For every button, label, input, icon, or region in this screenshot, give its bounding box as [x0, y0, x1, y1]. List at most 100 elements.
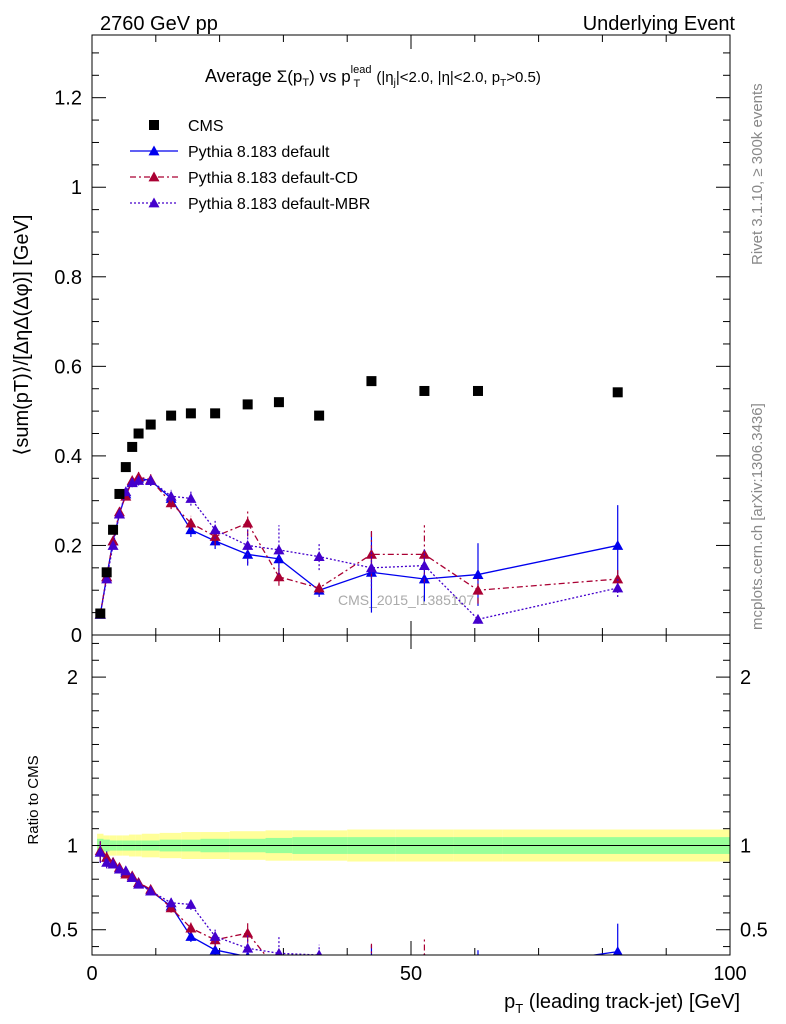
ratio-point [274, 947, 283, 955]
cms-point [145, 419, 156, 430]
ratio-point [126, 872, 138, 882]
data-point [472, 569, 484, 579]
ratio-point [101, 851, 113, 862]
x-tick-label: 0 [86, 963, 97, 985]
ratio-point [472, 978, 483, 988]
title-sub-j: j [393, 78, 396, 89]
cms-point [612, 387, 623, 398]
ratio-point [94, 846, 106, 857]
legend-marker [148, 171, 160, 182]
legend-marker [148, 197, 160, 208]
ratio-tick-label-right: 1 [740, 836, 751, 858]
ratio-point [209, 944, 221, 955]
ratio-point [423, 952, 426, 955]
legend-label: Pythia 8.183 default [188, 144, 330, 161]
x-label-sub: T [515, 1001, 523, 1016]
data-point [365, 562, 377, 573]
data-point [612, 539, 624, 550]
cms-point [101, 567, 112, 578]
ratio-point [316, 949, 323, 955]
data-point [185, 492, 197, 503]
ratio-point [101, 856, 113, 867]
ratio-y-axis-label: Ratio to CMS [25, 755, 42, 844]
data-point [273, 571, 285, 582]
title-cut1: (|η [372, 69, 393, 86]
y-tick-label: 0.6 [54, 356, 82, 378]
ratio-point [242, 942, 254, 953]
data-point [185, 517, 197, 528]
data-point [165, 490, 177, 501]
ratio-point [145, 885, 157, 896]
ratio-point [120, 865, 132, 876]
ratio-point [133, 878, 145, 889]
cms-point [120, 462, 131, 473]
ratio-point [185, 898, 197, 909]
data-point [313, 551, 325, 562]
cms-point [242, 399, 253, 410]
legend-marker [148, 145, 160, 156]
cms-point [166, 410, 177, 421]
data-point [107, 539, 119, 550]
data-point [612, 573, 624, 584]
title-prefix: Average [205, 66, 277, 86]
title-sup-lead: lead [351, 64, 372, 76]
header-right: Underlying Event [583, 13, 736, 35]
data-point [472, 584, 484, 595]
ratio-series-line [99, 851, 322, 955]
data-point [242, 539, 254, 550]
data-point [612, 582, 624, 593]
title-close: ) [309, 67, 315, 86]
x-label-p: p [504, 991, 515, 1013]
ratio-tick-label-right: 0.5 [740, 920, 768, 942]
main-plot-marks [94, 376, 624, 624]
title-sub-t2: T [353, 78, 360, 90]
data-point [418, 560, 430, 570]
ratio-tick-label-left: 2 [67, 667, 78, 689]
legend: CMS Pythia 8.183 default Pythia 8.183 defa… [130, 118, 370, 213]
ratio-point [366, 965, 377, 975]
title-sub-t1: T [302, 77, 309, 89]
ratio-point [278, 954, 280, 955]
data-point [133, 475, 145, 485]
ratio-point [612, 946, 623, 955]
ratio-point [472, 966, 483, 976]
ratio-point [107, 858, 119, 869]
ratio-point [185, 922, 197, 933]
cms-point [108, 524, 119, 535]
x-axis-label: pT (leading track-jet) [GeV] [504, 991, 740, 1016]
header-left: 2760 GeV pp [100, 13, 218, 35]
cms-point [95, 608, 106, 619]
title-vs: vs p [315, 67, 351, 86]
data-point [209, 530, 221, 541]
data-point [101, 573, 113, 584]
data-point [472, 613, 484, 624]
cms-point [133, 428, 144, 439]
y-tick-label: 0.8 [54, 267, 82, 289]
title-sub-t3: T [500, 78, 506, 89]
cms-point [472, 385, 483, 396]
cms-point [273, 397, 284, 408]
cms-point [185, 408, 196, 419]
cms-point [314, 410, 325, 421]
cms-point [419, 385, 430, 396]
y-tick-label: 1 [71, 177, 82, 199]
data-point [113, 508, 125, 519]
legend-label: Pythia 8.183 default-CD [188, 170, 358, 187]
ratio-series-line [99, 851, 618, 955]
ratio-tick-label-right: 2 [740, 667, 751, 689]
ratio-tick-label-left: 1 [67, 836, 78, 858]
y-tick-label: 0 [71, 625, 82, 647]
title-cut3: >0.5) [506, 69, 541, 86]
ratio-plot-frame [91, 634, 731, 956]
ratio-point [371, 954, 372, 955]
x-label-rest: (leading track-jet) [GeV] [523, 991, 740, 1013]
ratio-point [242, 927, 254, 938]
cms-point [210, 408, 221, 419]
cms-point [127, 441, 138, 452]
data-point [313, 582, 325, 593]
y-axis-label: ⟨sum(pT)⟩/[ΔηΔ(Δφ)] [GeV] [11, 215, 33, 456]
x-tick-label: 100 [713, 963, 746, 985]
y-tick-label: 0.4 [54, 446, 82, 468]
axes-ticks: 0 50 100 0 0.2 0.4 0.6 0.8 1 1.2 0.5 0.5 1 1 2 2 [50, 35, 768, 985]
ratio-point [314, 975, 325, 985]
